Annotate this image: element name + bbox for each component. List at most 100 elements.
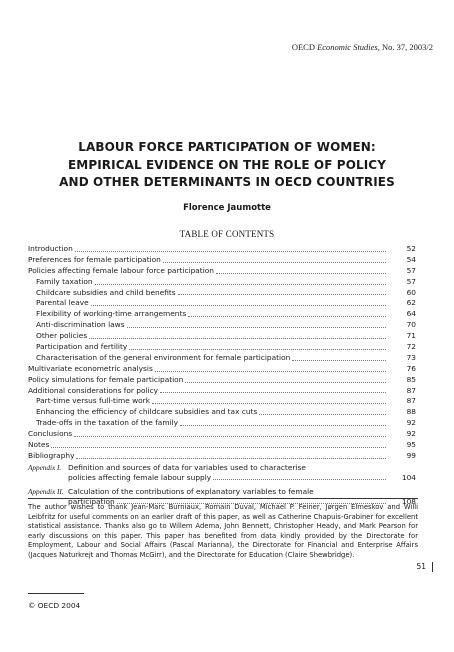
toc-entry[interactable]: Childcare subsidies and child benefits 60: [28, 287, 416, 299]
article-title: LABOUR FORCE PARTICIPATION OF WOMEN: EMP…: [0, 139, 454, 192]
toc-leader-dots: [126, 327, 386, 329]
toc-entry[interactable]: Notes 95: [28, 440, 416, 451]
toc-leader-dots: [259, 414, 386, 416]
appendix-title-line: Definition and sources of data for varia…: [68, 462, 306, 472]
appendix-tag: Appendix II.: [28, 487, 64, 496]
toc-leader-dots: [152, 403, 386, 405]
toc-entry-page: 88: [406, 407, 416, 417]
toc-leader-dots: [292, 359, 386, 361]
toc-leader-dots: [162, 261, 386, 263]
toc-leader-dots: [51, 446, 386, 448]
toc-entry-label: Notes: [28, 440, 50, 450]
toc-leader-dots: [185, 381, 386, 383]
toc-leader-dots: [188, 316, 386, 318]
toc-entry-label: Introduction: [28, 243, 73, 253]
toc-leader-dots: [74, 250, 386, 252]
running-head-issue: , No. 37, 2003/2: [377, 42, 433, 52]
toc-entry-page: 64: [406, 309, 416, 319]
toc-leader-dots: [154, 370, 386, 372]
toc-entry[interactable]: Participation and fertility 72: [28, 342, 416, 353]
toc-entry-label: Trade-offs in the taxation of the family: [36, 418, 179, 428]
toc-appendix-entry[interactable]: Appendix II. Calculation of the contribut…: [28, 486, 416, 507]
toc-entry-page: 104: [401, 472, 416, 482]
toc-entry-label: Preferences for female participation: [28, 254, 161, 264]
toc-entry-label: Characterisation of the general environm…: [36, 352, 291, 362]
toc-entry[interactable]: Bibliography 99: [28, 450, 416, 462]
toc-entry-page: 73: [406, 352, 416, 362]
toc-entry-page: 57: [406, 276, 416, 286]
footnote-rule: [28, 498, 418, 499]
toc-entry[interactable]: Parental leave 62: [28, 298, 416, 309]
toc-entry[interactable]: Conclusions 92: [28, 429, 416, 440]
table-of-contents: Introduction 52 Preferences for female par…: [28, 243, 416, 511]
toc-entry[interactable]: Introduction 52: [28, 243, 416, 255]
toc-entry-label: Childcare subsidies and child benefits: [36, 287, 176, 297]
toc-entry-page: 95: [406, 440, 416, 450]
toc-entry-label: Enhancing the efficiency of childcare su…: [36, 407, 258, 417]
toc-entry-label: Multivariate econometric analysis: [28, 363, 153, 373]
toc-entry[interactable]: Policy simulations for female participat…: [28, 375, 416, 386]
title-line: LABOUR FORCE PARTICIPATION OF WOMEN:: [78, 140, 376, 154]
author-name: Florence Jaumotte: [183, 203, 271, 213]
toc-leader-dots: [76, 457, 386, 459]
copyright-notice: © OECD 2004: [28, 601, 81, 610]
toc-leader-dots: [177, 294, 386, 296]
toc-entry-label: Bibliography: [28, 450, 75, 460]
toc-entry[interactable]: Multivariate econometric analysis 76: [28, 363, 416, 375]
appendix-title-line: Calculation of the contributions of expl…: [68, 486, 314, 496]
toc-entry[interactable]: Characterisation of the general environm…: [28, 352, 416, 364]
toc-entry-page: 62: [406, 298, 416, 308]
toc-entry-label: Flexibility of working-time arrangements: [36, 309, 187, 319]
toc-entry[interactable]: Preferences for female participation 54: [28, 254, 416, 266]
toc-entry[interactable]: Policies affecting female labour force p…: [28, 265, 416, 277]
toc-leader-dots: [90, 305, 386, 307]
toc-entry-page: 92: [406, 429, 416, 439]
toc-entry-page: 54: [406, 254, 416, 264]
toc-entry-page: 92: [406, 418, 416, 428]
toc-leader-dots: [74, 436, 386, 438]
toc-entry-page: 71: [406, 331, 416, 341]
toc-entry-page: 85: [406, 374, 416, 384]
toc-entry[interactable]: Enhancing the efficiency of childcare su…: [28, 407, 416, 418]
toc-entry-page: 87: [406, 385, 416, 395]
appendix-title-line: policies affecting female labour supply: [68, 472, 212, 482]
toc-entry-label: Participation and fertility: [36, 342, 128, 351]
journal-name: Economic Studies: [317, 42, 378, 52]
acknowledgement-note: The author wishes to thank Jean-Marc Bur…: [28, 503, 418, 559]
toc-entry[interactable]: Part-time versus full-time work 87: [28, 396, 416, 407]
toc-entry-page: 72: [406, 342, 416, 351]
toc-entry-page: 57: [406, 265, 416, 275]
toc-entry[interactable]: Anti-discrimination laws 70: [28, 320, 416, 331]
toc-entry-label: Additional considerations for policy: [28, 385, 159, 395]
toc-leader-dots: [180, 425, 386, 427]
toc-entry-page: 52: [406, 243, 416, 253]
toc-entry[interactable]: Other policies 71: [28, 331, 416, 342]
toc-entry-page: 108: [401, 496, 416, 506]
title-line: EMPIRICAL EVIDENCE ON THE ROLE OF POLICY: [67, 157, 387, 172]
toc-leader-dots: [129, 348, 386, 350]
toc-leader-dots: [116, 502, 386, 504]
page-number: 51: [416, 562, 433, 572]
toc-appendix-entry[interactable]: Appendix I. Definition and sources of dat…: [28, 462, 416, 483]
toc-entry-label: Family taxation: [36, 276, 93, 286]
toc-leader-dots: [160, 392, 386, 394]
toc-entry-label: Conclusions: [28, 429, 73, 439]
toc-entry-page: 60: [406, 287, 416, 297]
toc-entry-page: 70: [406, 320, 416, 330]
toc-leader-dots: [213, 478, 386, 480]
toc-entry[interactable]: Flexibility of working-time arrangements…: [28, 309, 416, 320]
toc-entry-page: 87: [406, 396, 416, 406]
toc-entry-label: Anti-discrimination laws: [36, 320, 125, 330]
appendix-title-line: participation: [68, 496, 115, 506]
appendix-tag: Appendix I.: [28, 463, 62, 472]
toc-entry[interactable]: Trade-offs in the taxation of the family…: [28, 418, 416, 429]
toc-entry[interactable]: Additional considerations for policy 87: [28, 385, 416, 397]
toc-entry-label: Other policies: [36, 331, 88, 341]
toc-entry-label: Policies affecting female labour force p…: [28, 265, 214, 275]
toc-entry-label: Part-time versus full-time work: [36, 396, 150, 406]
toc-entry-page: 76: [406, 363, 416, 373]
toc-leader-dots: [215, 272, 386, 274]
toc-leader-dots: [89, 338, 386, 340]
toc-leader-dots: [94, 283, 386, 285]
toc-entry[interactable]: Family taxation 57: [28, 276, 416, 288]
